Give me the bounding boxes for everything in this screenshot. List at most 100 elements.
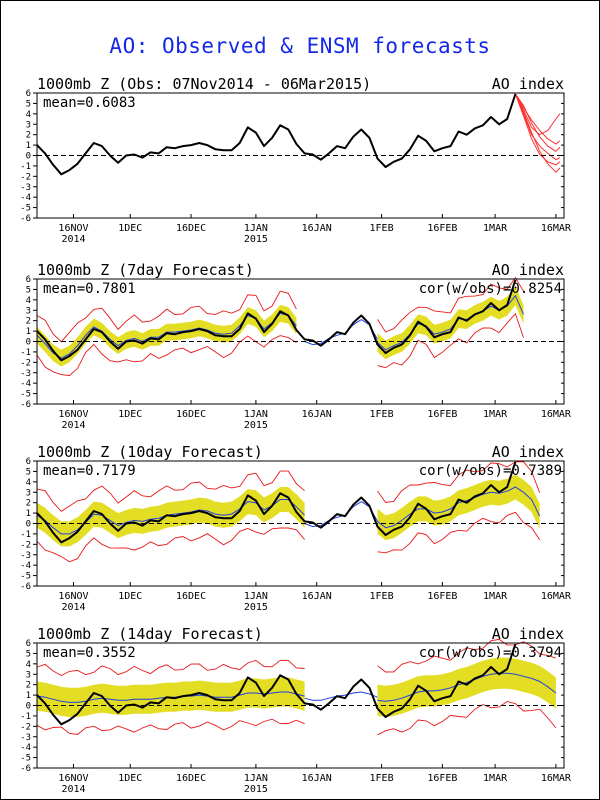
y-tick-label: -5 <box>20 204 31 214</box>
y-tick-label: 2 <box>26 681 31 691</box>
y-tick-label: -1 <box>20 530 31 540</box>
x-tick-label: 16JAN <box>302 591 332 602</box>
y-tick-label: 0 <box>26 152 31 162</box>
lower-bound-line <box>36 527 305 563</box>
ensemble-member-line <box>514 93 561 173</box>
y-tick-label: -1 <box>20 348 31 358</box>
ensemble-member-line <box>514 93 561 145</box>
x-tick-year: 2015 <box>244 602 268 613</box>
y-tick-label: 2 <box>26 499 31 509</box>
x-tick-year: 2014 <box>61 234 85 245</box>
x-tick-label: 16MAR <box>541 409 572 420</box>
y-tick-label: 4 <box>26 110 31 120</box>
ensemble-member-line <box>514 93 561 161</box>
y-tick-label: -2 <box>20 722 31 732</box>
y-tick-label: -5 <box>20 754 31 764</box>
forecast-mean-line <box>377 486 541 529</box>
x-tick-label: 16FEB <box>427 591 457 602</box>
observed-line <box>36 279 517 362</box>
x-tick-label: 16JAN <box>302 773 332 784</box>
observed-line <box>36 93 517 176</box>
panel-index-label: AO index <box>492 443 564 461</box>
x-tick-label: 16NOV <box>58 223 88 234</box>
y-tick-label: 6 <box>26 89 31 99</box>
spread-band <box>377 474 540 541</box>
x-tick-label: 16NOV <box>58 591 88 602</box>
x-tick-label: 16DEC <box>176 773 206 784</box>
y-tick-label: -6 <box>20 214 31 224</box>
y-tick-label: -2 <box>20 358 31 368</box>
panel-index-label: AO index <box>492 261 564 279</box>
x-tick-label: 16FEB <box>427 409 457 420</box>
y-tick-label: -2 <box>20 540 31 550</box>
lower-bound-line <box>377 701 557 736</box>
ensemble-member-line <box>514 93 561 152</box>
x-tick-label: 1MAR <box>483 773 508 784</box>
y-tick-label: 6 <box>26 639 31 649</box>
upper-bound-line <box>377 276 524 333</box>
x-tick-label: 16DEC <box>176 409 206 420</box>
x-tick-label: 1DEC <box>118 591 142 602</box>
ensemble-member-line <box>514 93 561 166</box>
observed-line <box>36 643 517 726</box>
x-tick-label: 1JAN <box>244 591 268 602</box>
x-tick-label: 16JAN <box>302 223 332 234</box>
y-tick-label: 2 <box>26 317 31 327</box>
y-tick-label: 6 <box>26 457 31 467</box>
x-tick-label: 16MAR <box>541 223 572 234</box>
x-tick-year: 2014 <box>61 420 85 431</box>
x-tick-label: 1JAN <box>244 409 268 420</box>
y-tick-label: -4 <box>20 379 31 389</box>
x-tick-label: 1DEC <box>118 773 142 784</box>
y-tick-label: -5 <box>20 390 31 400</box>
lower-bound-line <box>36 718 305 735</box>
y-tick-label: -4 <box>20 561 31 571</box>
y-tick-label: -1 <box>20 162 31 172</box>
main-title: AO: Observed & ENSM forecasts <box>109 34 491 58</box>
plot-frame <box>36 92 565 219</box>
x-tick-label: 1FEB <box>370 773 394 784</box>
upper-bound-line <box>36 659 305 677</box>
y-tick-label: -6 <box>20 582 31 592</box>
x-tick-label: 16JAN <box>302 409 332 420</box>
mean-label: mean=0.3552 <box>43 645 136 661</box>
upper-bound-line <box>36 290 297 343</box>
y-tick-label: 1 <box>26 327 31 337</box>
x-tick-label: 16NOV <box>58 409 88 420</box>
y-tick-label: 0 <box>26 702 31 712</box>
y-tick-label: -4 <box>20 193 31 203</box>
y-tick-label: -6 <box>20 400 31 410</box>
y-tick-label: 3 <box>26 670 31 680</box>
mean-label: mean=0.7801 <box>43 281 136 297</box>
x-tick-label: 1MAR <box>483 591 508 602</box>
upper-bound-line <box>377 461 541 503</box>
y-tick-label: -4 <box>20 743 31 753</box>
chart-panel-4: 1000mb Z (14day Forecast) AO index-6-5-4-… <box>20 625 572 795</box>
chart-panel-3: 1000mb Z (10day Forecast) AO index-6-5-4-… <box>20 443 572 613</box>
lower-bound-line <box>377 511 541 554</box>
y-tick-label: 5 <box>26 285 31 295</box>
y-tick-label: 1 <box>26 691 31 701</box>
y-tick-label: 5 <box>26 649 31 659</box>
x-tick-label: 16DEC <box>176 223 206 234</box>
y-tick-label: 1 <box>26 509 31 519</box>
y-tick-label: -5 <box>20 572 31 582</box>
y-tick-label: -3 <box>20 551 31 561</box>
y-tick-label: 4 <box>26 478 31 488</box>
x-tick-label: 16MAR <box>541 591 572 602</box>
y-tick-label: 5 <box>26 99 31 109</box>
y-tick-label: 0 <box>26 520 31 530</box>
panel-title: 1000mb Z (7day Forecast) <box>37 261 254 279</box>
y-tick-label: 3 <box>26 488 31 498</box>
x-tick-label: 1MAR <box>483 223 508 234</box>
x-tick-label: 1FEB <box>370 591 394 602</box>
x-tick-year: 2014 <box>61 784 85 795</box>
ensemble-member-line <box>514 93 561 136</box>
lower-bound-line <box>36 335 297 377</box>
mean-label: mean=0.7179 <box>43 463 136 479</box>
x-tick-label: 16DEC <box>176 591 206 602</box>
panel-title: 1000mb Z (14day Forecast) <box>37 625 263 643</box>
y-tick-label: -2 <box>20 172 31 182</box>
x-tick-label: 1FEB <box>370 223 394 234</box>
correlation-label: cor(w/obs)=0.3794 <box>419 645 562 661</box>
